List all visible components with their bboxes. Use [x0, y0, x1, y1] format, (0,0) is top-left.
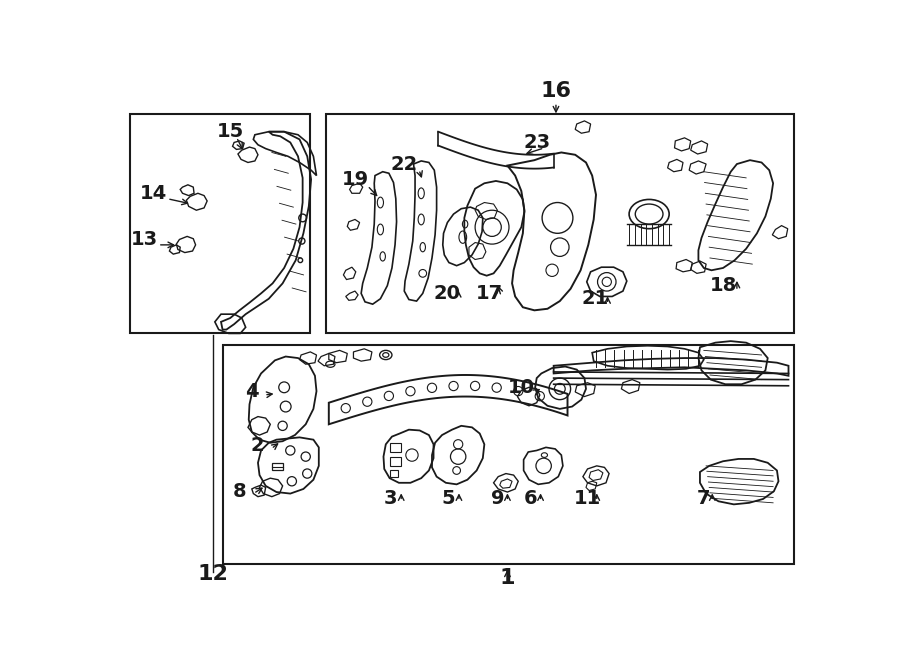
- Text: 22: 22: [391, 155, 418, 174]
- Text: 6: 6: [524, 489, 537, 508]
- Bar: [222, 345, 794, 564]
- Text: 10: 10: [508, 378, 535, 397]
- Text: 11: 11: [574, 489, 601, 508]
- Text: 8: 8: [233, 482, 247, 501]
- Text: 21: 21: [581, 290, 609, 308]
- Text: 7: 7: [697, 489, 710, 508]
- Text: 19: 19: [341, 170, 369, 189]
- Text: 16: 16: [541, 81, 572, 101]
- Text: 12: 12: [198, 564, 229, 584]
- Text: 2: 2: [250, 436, 264, 455]
- Text: 23: 23: [523, 133, 550, 152]
- Bar: [326, 114, 794, 333]
- Bar: [130, 114, 310, 333]
- Text: 14: 14: [140, 184, 166, 203]
- Text: 17: 17: [476, 284, 503, 303]
- Text: 18: 18: [709, 276, 737, 295]
- Text: 13: 13: [130, 230, 158, 249]
- Text: 5: 5: [441, 489, 455, 508]
- Text: 9: 9: [491, 489, 504, 508]
- Text: 3: 3: [383, 489, 397, 508]
- Text: 1: 1: [500, 568, 515, 588]
- Text: 20: 20: [434, 284, 461, 303]
- Text: 4: 4: [245, 381, 258, 401]
- Text: 15: 15: [217, 122, 244, 141]
